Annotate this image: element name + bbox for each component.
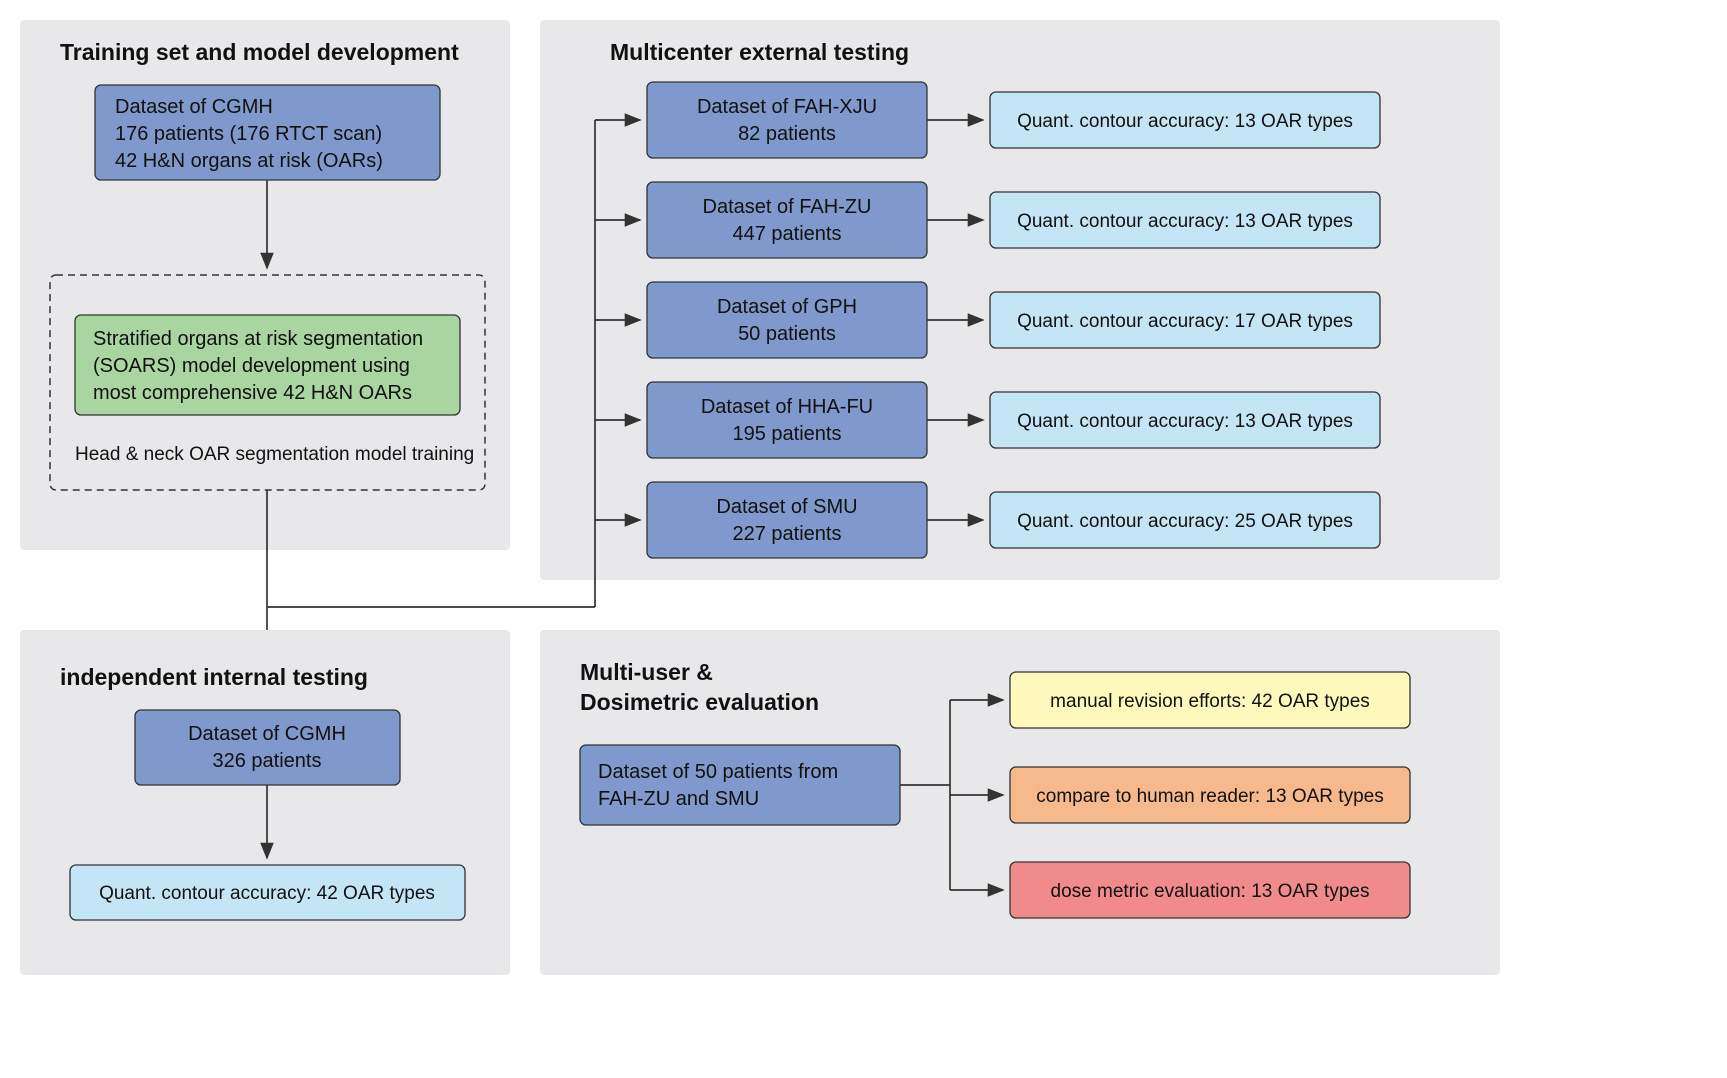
eval-ds-line2: FAH-ZU and SMU bbox=[598, 788, 759, 810]
flowchart-svg: Training set and model development Datas… bbox=[20, 20, 1500, 980]
ext-ds2-4: 227 patients bbox=[733, 523, 842, 545]
ext-ds1-0: Dataset of FAH-XJU bbox=[697, 96, 877, 118]
title-internal: independent internal testing bbox=[60, 664, 368, 690]
cgmh-train-line3: 42 H&N organs at risk (OARs) bbox=[115, 150, 383, 172]
soars-line1: Stratified organs at risk segmentation bbox=[93, 328, 423, 350]
box-cgmh-internal bbox=[135, 710, 400, 785]
ext-res-1: Quant. contour accuracy: 13 OAR types bbox=[1017, 211, 1353, 232]
title-eval-1: Multi-user & bbox=[580, 659, 713, 685]
cgmh-int-line2: 326 patients bbox=[213, 750, 322, 772]
eval-ds-line1: Dataset of 50 patients from bbox=[598, 761, 838, 783]
ext-ds1-3: Dataset of HHA-FU bbox=[701, 396, 873, 418]
ext-res-0: Quant. contour accuracy: 13 OAR types bbox=[1017, 111, 1353, 132]
ext-ds2-1: 447 patients bbox=[733, 223, 842, 245]
ext-res-4: Quant. contour accuracy: 25 OAR types bbox=[1017, 511, 1353, 532]
training-annot: Head & neck OAR segmentation model train… bbox=[75, 444, 474, 465]
box-ext-ds-2 bbox=[647, 282, 927, 358]
ext-ds2-2: 50 patients bbox=[738, 323, 836, 345]
eval-out-text-2: dose metric evaluation: 13 OAR types bbox=[1051, 881, 1370, 902]
ext-res-2: Quant. contour accuracy: 17 OAR types bbox=[1017, 311, 1353, 332]
soars-line3: most comprehensive 42 H&N OARs bbox=[93, 382, 412, 404]
ext-ds2-0: 82 patients bbox=[738, 123, 836, 145]
ext-ds2-3: 195 patients bbox=[733, 423, 842, 445]
ext-res-3: Quant. contour accuracy: 13 OAR types bbox=[1017, 411, 1353, 432]
box-ext-ds-3 bbox=[647, 382, 927, 458]
cgmh-train-line2: 176 patients (176 RTCT scan) bbox=[115, 123, 382, 145]
title-eval-2: Dosimetric evaluation bbox=[580, 689, 819, 715]
cgmh-int-line1: Dataset of CGMH bbox=[188, 723, 346, 745]
title-external: Multicenter external testing bbox=[610, 39, 909, 65]
eval-out-text-1: compare to human reader: 13 OAR types bbox=[1036, 786, 1383, 807]
ext-ds1-2: Dataset of GPH bbox=[717, 296, 857, 318]
box-ext-ds-4 bbox=[647, 482, 927, 558]
ext-ds1-4: Dataset of SMU bbox=[716, 496, 857, 518]
internal-result-text: Quant. contour accuracy: 42 OAR types bbox=[99, 883, 435, 904]
title-training: Training set and model development bbox=[60, 39, 459, 65]
box-ext-ds-1 bbox=[647, 182, 927, 258]
box-ext-ds-0 bbox=[647, 82, 927, 158]
soars-line2: (SOARS) model development using bbox=[93, 355, 410, 377]
ext-ds1-1: Dataset of FAH-ZU bbox=[703, 196, 872, 218]
eval-out-text-0: manual revision efforts: 42 OAR types bbox=[1050, 691, 1370, 712]
cgmh-train-line1: Dataset of CGMH bbox=[115, 96, 273, 118]
box-eval-ds bbox=[580, 745, 900, 825]
